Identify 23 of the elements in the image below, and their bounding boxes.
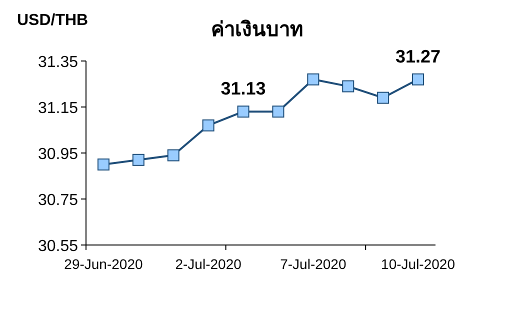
point (342, 80, 354, 92)
point (412, 73, 424, 86)
data-label: 31.27 (396, 46, 441, 66)
x-tick-label: 2-Jul-2020 (175, 256, 242, 272)
y-axis-title: USD/THB (17, 12, 88, 29)
y-tick-label: 30.55 (38, 238, 78, 255)
point (97, 158, 110, 170)
x-tick-label: 7-Jul-2020 (280, 256, 346, 272)
data-label: 31.13 (220, 78, 266, 99)
point (272, 106, 284, 118)
y-tick-label: 30.75 (38, 192, 78, 209)
x-tick-label: 10-Jul-2020 (381, 256, 456, 272)
y-tick-label: 31.15 (38, 100, 78, 117)
point (167, 149, 180, 162)
point (132, 154, 144, 166)
x-tick-label: 29-Jun-2020 (64, 256, 143, 272)
point (202, 119, 214, 132)
y-tick-label: 31.35 (38, 54, 78, 71)
chart-title: ค่าเงินบาท (211, 17, 303, 41)
point (307, 73, 320, 86)
point (377, 92, 390, 104)
point (237, 106, 250, 118)
y-tick-label: 30.95 (38, 146, 78, 163)
